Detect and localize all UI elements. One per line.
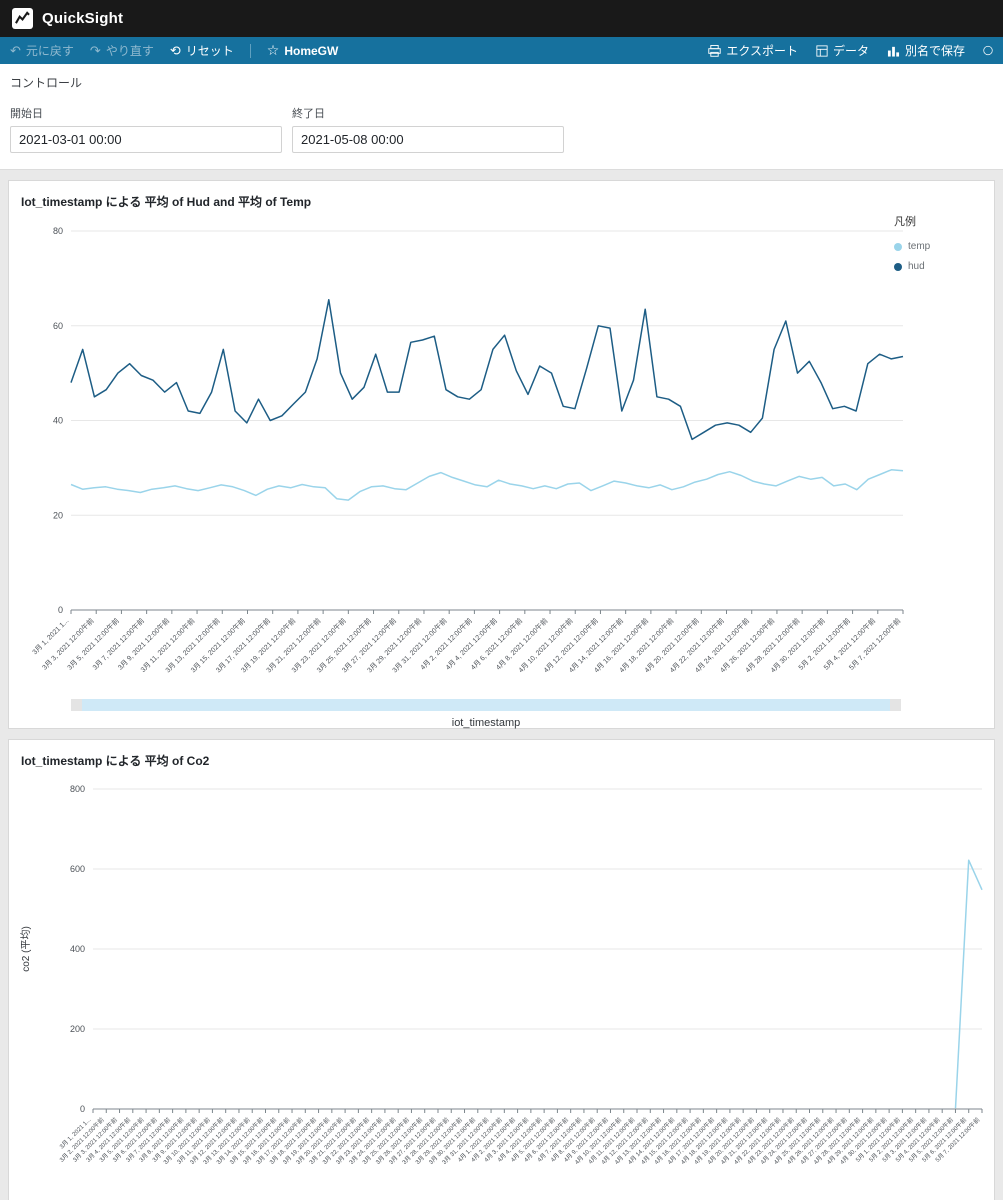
reset-label: リセット xyxy=(185,44,234,58)
controls-panel: コントロール 開始日 終了日 xyxy=(0,64,1003,170)
toolbar-overflow-button[interactable] xyxy=(983,44,993,57)
start-date-label: 開始日 xyxy=(10,108,43,120)
start-date-control: 開始日 xyxy=(10,105,282,153)
temp-legend-dot-icon xyxy=(894,242,902,251)
hud-legend-label: hud xyxy=(908,261,925,272)
legend-title: 凡例 xyxy=(894,216,916,228)
export-label: エクスポート xyxy=(726,44,798,58)
controls-title: コントロール xyxy=(10,76,83,90)
undo-icon: ↶ xyxy=(10,43,21,58)
scrollbar-right-cap[interactable] xyxy=(890,699,901,711)
svg-text:600: 600 xyxy=(70,864,85,874)
scrollbar-thumb[interactable] xyxy=(82,699,890,711)
end-date-control: 終了日 xyxy=(292,105,564,153)
app-header: QuickSight xyxy=(0,0,1003,37)
svg-text:40: 40 xyxy=(53,416,63,426)
chart1-legend: 凡例 temp hud xyxy=(894,213,986,281)
export-button[interactable]: エクスポート xyxy=(708,42,798,59)
redo-label: やり直す xyxy=(105,44,154,58)
controls-row: 開始日 終了日 xyxy=(10,105,993,153)
bar-chart-icon xyxy=(887,46,900,57)
data-button[interactable]: データ xyxy=(816,42,869,59)
overflow-icon xyxy=(983,45,993,56)
toolbar-right: エクスポート データ 別名で保存 xyxy=(708,42,993,59)
printer-icon xyxy=(708,44,722,57)
dashboard-toolbar: ↶ 元に戻す ↷ やり直す ⟲ リセット ☆ HomeGW エクスポート xyxy=(0,37,1003,64)
hud-legend-dot-icon xyxy=(894,262,902,271)
toolbar-divider xyxy=(249,43,251,58)
svg-text:co2 (平均): co2 (平均) xyxy=(20,926,32,972)
dashboard-name: HomeGW xyxy=(284,43,339,58)
undo-label: 元に戻す xyxy=(25,44,74,58)
legend-item-temp[interactable]: temp xyxy=(894,241,986,252)
scrollbar-left-cap[interactable] xyxy=(71,699,82,711)
data-label: データ xyxy=(832,44,869,58)
hud-temp-chart-panel[interactable]: Iot_timestamp による 平均 of Hud and 平均 of Te… xyxy=(8,180,995,729)
temp-legend-label: temp xyxy=(908,241,931,252)
star-icon: ☆ xyxy=(266,42,280,58)
toolbar-left: ↶ 元に戻す ↷ やり直す ⟲ リセット ☆ HomeGW xyxy=(10,42,338,59)
svg-text:60: 60 xyxy=(53,321,63,331)
chart1-scrollbar[interactable] xyxy=(71,699,901,711)
legend-item-hud[interactable]: hud xyxy=(894,261,986,272)
quicksight-logo-icon[interactable] xyxy=(12,8,33,29)
save-as-button[interactable]: 別名で保存 xyxy=(887,42,965,59)
svg-text:800: 800 xyxy=(70,784,85,794)
favorite-button[interactable]: ☆ HomeGW xyxy=(267,42,339,59)
svg-text:80: 80 xyxy=(53,226,63,236)
chart1-title: Iot_timestamp による 平均 of Hud and 平均 of Te… xyxy=(21,195,312,209)
start-date-input[interactable] xyxy=(10,126,282,153)
reset-button[interactable]: ⟲ リセット xyxy=(170,42,234,59)
end-date-input[interactable] xyxy=(292,126,564,153)
end-date-label: 終了日 xyxy=(292,108,325,120)
svg-text:0: 0 xyxy=(58,605,63,615)
co2-chart-panel[interactable]: Iot_timestamp による 平均 of Co2 0 200 400 600 80… xyxy=(8,739,995,1200)
save-as-label: 別名で保存 xyxy=(904,44,965,58)
svg-text:20: 20 xyxy=(53,510,63,520)
reset-icon: ⟲ xyxy=(169,43,181,58)
chart1-x-axis-title: iot_timestamp xyxy=(451,717,521,729)
svg-text:400: 400 xyxy=(70,944,85,954)
svg-text:0: 0 xyxy=(80,1104,85,1114)
undo-button[interactable]: ↶ 元に戻す xyxy=(10,42,74,59)
app-title: QuickSight xyxy=(42,10,124,27)
chart2-title: Iot_timestamp による 平均 of Co2 xyxy=(21,754,210,768)
redo-icon: ↷ xyxy=(89,43,101,58)
dataset-icon xyxy=(816,44,828,57)
svg-text:200: 200 xyxy=(70,1024,85,1034)
redo-button[interactable]: ↷ やり直す xyxy=(90,42,154,59)
